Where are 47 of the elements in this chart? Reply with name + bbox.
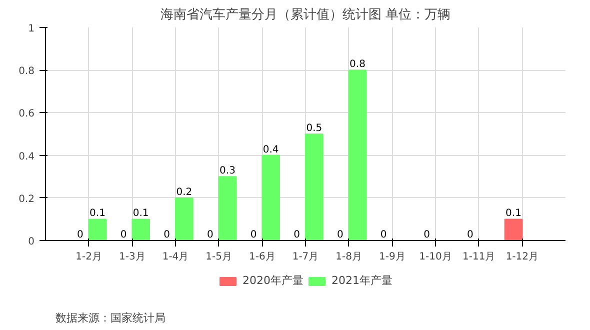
data-label: 0: [250, 230, 257, 240]
data-label: 0: [336, 230, 344, 240]
bar: [88, 218, 107, 240]
x-tick-label: 1-4月: [162, 252, 189, 262]
y-tick-label: 1: [28, 24, 35, 34]
y-tick-label: 0: [28, 236, 35, 248]
data-label: 0.2: [176, 186, 192, 198]
y-tick-label: 0.2: [18, 194, 35, 205]
y-tick-label: 0.8: [18, 66, 35, 78]
data-label: 0.5: [306, 123, 322, 134]
data-label: 0: [380, 230, 387, 240]
bar: [305, 134, 324, 240]
x-tick-label: 1-8月: [336, 252, 362, 262]
x-tick-label: 1-3月: [119, 252, 146, 262]
legend-label: 2020年产量: [242, 273, 304, 288]
bar: [132, 218, 150, 240]
data-label: 0: [466, 230, 474, 240]
bar: [262, 154, 280, 240]
chart-title: 海南省汽车产量分月（累计值）统计图 单位：万辆: [160, 8, 451, 22]
data-label: 0: [120, 230, 127, 240]
x-tick-label: 1-5月: [206, 252, 232, 262]
bar: [504, 218, 523, 240]
y-tick-label: 0.6: [18, 108, 35, 120]
data-label: 0.1: [506, 208, 522, 220]
data-label: 0: [294, 230, 300, 240]
data-label: 0: [424, 230, 430, 240]
data-label: 0.3: [220, 166, 236, 177]
data-label: 0.1: [90, 208, 106, 220]
data-label: 0.4: [262, 144, 279, 156]
source-note: 数据来源：国家统计局: [56, 312, 166, 324]
x-tick-label: 1-9月: [379, 252, 406, 262]
data-label: 0.8: [350, 59, 366, 70]
bar: [175, 197, 194, 240]
x-tick-label: 1-11月: [462, 252, 496, 262]
x-tick-label: 1-7月: [292, 252, 319, 262]
data-label: 0: [76, 230, 84, 240]
data-label: 0: [206, 230, 214, 240]
legend-label: 2021年产量: [332, 273, 392, 288]
bar: [348, 70, 367, 240]
x-tick-label: 1-12月: [506, 252, 539, 262]
data-label: 0: [164, 230, 170, 240]
x-tick-label: 1-2月: [76, 252, 102, 262]
bar: [218, 176, 237, 240]
y-tick-label: 0.4: [18, 151, 35, 162]
data-label: 0.1: [132, 208, 149, 220]
x-tick-label: 1-10月: [419, 252, 452, 262]
x-tick-label: 1-6月: [249, 252, 276, 262]
